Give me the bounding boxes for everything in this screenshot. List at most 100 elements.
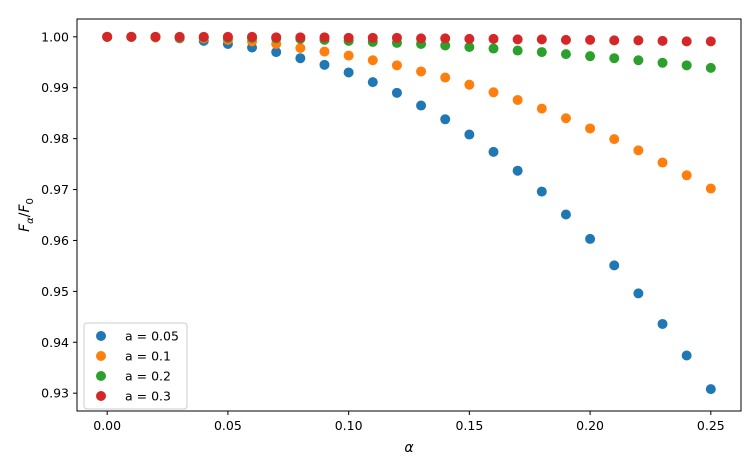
y-axis-label-main: F (17, 223, 33, 232)
x-tick-label: 0.10 (335, 418, 363, 433)
data-point (512, 94, 523, 105)
data-point (464, 33, 475, 44)
data-point (681, 36, 692, 47)
data-point (560, 34, 571, 45)
x-tick-label: 0.00 (93, 418, 121, 433)
data-point (295, 53, 306, 64)
legend-marker (96, 351, 106, 361)
data-point (512, 45, 523, 56)
svg-text:Fα/F0: Fα/F0 (17, 198, 36, 232)
data-point (657, 157, 668, 168)
y-tick-label: 0.95 (41, 284, 69, 299)
legend-marker (96, 331, 106, 341)
data-point (391, 32, 402, 43)
data-point (464, 42, 475, 52)
data-point (633, 35, 644, 46)
y-tick-label: 0.97 (41, 182, 69, 197)
legend-box (83, 322, 188, 410)
data-point (560, 209, 571, 220)
data-point (440, 40, 451, 51)
data-point (440, 72, 451, 83)
y-tick-label: 0.98 (41, 131, 69, 146)
data-point (681, 350, 692, 361)
data-point (464, 79, 475, 90)
x-tick-label: 0.15 (455, 418, 483, 433)
data-point (271, 32, 282, 43)
data-point (585, 123, 596, 134)
x-axis: 0.00 0.05 0.10 0.15 0.20 0.25 (93, 411, 725, 433)
data-point (633, 145, 644, 156)
data-point (343, 67, 354, 78)
data-point (343, 50, 354, 61)
y-tick-label: 0.96 (41, 233, 69, 248)
data-point (488, 33, 499, 44)
data-point (657, 35, 668, 46)
data-point (440, 114, 451, 125)
data-point (488, 146, 499, 157)
legend-label: a = 0.3 (125, 389, 171, 404)
x-tick-label: 0.05 (214, 418, 242, 433)
data-point (126, 31, 137, 42)
data-point (222, 31, 233, 42)
legend-label: a = 0.1 (125, 349, 171, 364)
data-point (391, 87, 402, 98)
y-tick-label: 1.00 (41, 29, 69, 44)
y-axis-label-main-2: F (17, 204, 33, 213)
data-point (705, 36, 716, 47)
data-point (560, 49, 571, 60)
data-point (367, 55, 378, 66)
data-point (367, 32, 378, 43)
data-point (633, 288, 644, 299)
data-point (585, 233, 596, 244)
data-point (247, 31, 258, 42)
data-point (295, 32, 306, 43)
data-point (536, 34, 547, 45)
x-axis-label: α (404, 440, 414, 456)
data-point (271, 47, 282, 58)
data-point (174, 31, 185, 42)
y-axis-label-sep: / (17, 212, 33, 217)
y-axis: 0.93 0.94 0.95 0.96 0.97 0.98 0.99 1.00 (41, 29, 77, 401)
data-point (391, 60, 402, 71)
data-point (633, 55, 644, 66)
data-point (488, 87, 499, 98)
data-point (609, 53, 620, 64)
data-point (681, 60, 692, 71)
data-point (319, 46, 330, 57)
data-point (705, 183, 716, 194)
data-point (609, 260, 620, 271)
series-2 (102, 31, 716, 194)
x-tick-label: 0.20 (576, 418, 604, 433)
y-tick-label: 0.93 (41, 386, 69, 401)
data-point (536, 47, 547, 58)
data-point (705, 384, 716, 395)
y-axis-label-sub-zero: 0 (25, 198, 36, 204)
data-point (536, 186, 547, 197)
data-point (609, 134, 620, 145)
y-axis-label-sub-alpha: α (25, 217, 36, 224)
data-point (560, 113, 571, 124)
data-point (609, 35, 620, 46)
x-tick-label: 0.25 (697, 418, 725, 433)
data-point (102, 31, 113, 42)
data-point (512, 34, 523, 45)
legend-marker (96, 391, 106, 401)
data-point (512, 165, 523, 176)
data-point (488, 43, 499, 54)
y-tick-label: 0.99 (41, 80, 69, 95)
data-point (657, 57, 668, 68)
data-point (343, 32, 354, 43)
series-4 (102, 31, 716, 47)
data-point (319, 59, 330, 70)
legend-marker (96, 371, 106, 381)
data-point (536, 103, 547, 114)
plot-frame (76, 18, 742, 412)
y-axis-label: Fα/F0 (17, 198, 36, 232)
data-point (585, 51, 596, 62)
data-point (681, 170, 692, 181)
data-point (416, 66, 427, 77)
legend: a = 0.05 a = 0.1 a = 0.2 a = 0.3 (83, 322, 188, 410)
data-point (367, 77, 378, 88)
data-points (102, 31, 716, 395)
